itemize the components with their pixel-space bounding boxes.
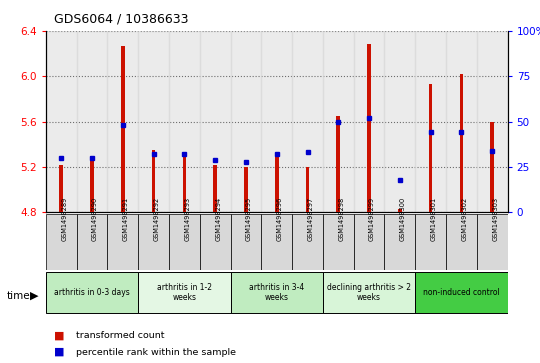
- Bar: [398, 209, 402, 212]
- Bar: [200, 214, 231, 270]
- Bar: [138, 214, 169, 270]
- Bar: [46, 214, 77, 270]
- Text: GSM1498301: GSM1498301: [430, 197, 437, 241]
- Bar: [231, 31, 261, 212]
- Bar: [477, 31, 508, 212]
- Text: declining arthritis > 2
weeks: declining arthritis > 2 weeks: [327, 283, 411, 302]
- Bar: [46, 31, 77, 212]
- Bar: [261, 214, 292, 270]
- Text: GSM1498299: GSM1498299: [369, 197, 375, 241]
- Bar: [77, 31, 107, 212]
- Bar: [323, 272, 415, 313]
- Bar: [415, 272, 508, 313]
- Text: arthritis in 3-4
weeks: arthritis in 3-4 weeks: [249, 283, 305, 302]
- Bar: [446, 214, 477, 270]
- Text: GSM1498302: GSM1498302: [461, 196, 468, 241]
- Bar: [200, 31, 231, 212]
- Bar: [169, 31, 200, 212]
- Bar: [121, 46, 125, 212]
- Text: arthritis in 1-2
weeks: arthritis in 1-2 weeks: [157, 283, 212, 302]
- Bar: [107, 31, 138, 212]
- Text: GSM1498289: GSM1498289: [62, 196, 68, 241]
- Bar: [275, 156, 279, 212]
- Text: GSM1498290: GSM1498290: [92, 196, 98, 241]
- Bar: [477, 214, 508, 270]
- Bar: [231, 272, 323, 313]
- Text: GSM1498294: GSM1498294: [215, 196, 221, 241]
- Bar: [384, 31, 415, 212]
- Bar: [490, 122, 494, 212]
- Bar: [90, 156, 94, 212]
- Bar: [292, 214, 323, 270]
- Bar: [306, 167, 309, 212]
- Text: GSM1498295: GSM1498295: [246, 196, 252, 241]
- Text: non-induced control: non-induced control: [423, 288, 500, 297]
- Bar: [59, 165, 63, 212]
- Bar: [415, 214, 446, 270]
- Bar: [213, 165, 217, 212]
- Text: arthritis in 0-3 days: arthritis in 0-3 days: [54, 288, 130, 297]
- Text: ▶: ▶: [30, 291, 38, 301]
- Bar: [415, 31, 446, 212]
- Bar: [77, 214, 107, 270]
- Bar: [244, 167, 248, 212]
- Bar: [107, 214, 138, 270]
- Bar: [336, 116, 340, 212]
- Bar: [460, 74, 463, 212]
- Bar: [138, 272, 231, 313]
- Bar: [367, 44, 371, 212]
- Bar: [354, 214, 384, 270]
- Text: GSM1498293: GSM1498293: [184, 197, 191, 241]
- Bar: [429, 84, 433, 212]
- Bar: [46, 272, 138, 313]
- Text: GSM1498303: GSM1498303: [492, 197, 498, 241]
- Bar: [169, 214, 200, 270]
- Bar: [261, 31, 292, 212]
- Text: ■: ■: [54, 331, 64, 341]
- Bar: [231, 214, 261, 270]
- Text: percentile rank within the sample: percentile rank within the sample: [76, 348, 235, 356]
- Text: GSM1498291: GSM1498291: [123, 197, 129, 241]
- Text: GDS6064 / 10386633: GDS6064 / 10386633: [54, 13, 188, 26]
- Text: GSM1498292: GSM1498292: [153, 196, 160, 241]
- Text: time: time: [6, 291, 30, 301]
- Bar: [292, 31, 323, 212]
- Bar: [138, 31, 169, 212]
- Bar: [446, 31, 477, 212]
- Text: ■: ■: [54, 347, 64, 357]
- Bar: [323, 214, 354, 270]
- Bar: [384, 214, 415, 270]
- Bar: [354, 31, 384, 212]
- Text: GSM1498296: GSM1498296: [276, 196, 283, 241]
- Text: GSM1498297: GSM1498297: [308, 196, 314, 241]
- Text: transformed count: transformed count: [76, 331, 164, 340]
- Bar: [323, 31, 354, 212]
- Text: GSM1498300: GSM1498300: [400, 196, 406, 241]
- Bar: [183, 156, 186, 212]
- Text: GSM1498298: GSM1498298: [338, 196, 345, 241]
- Bar: [152, 150, 156, 212]
